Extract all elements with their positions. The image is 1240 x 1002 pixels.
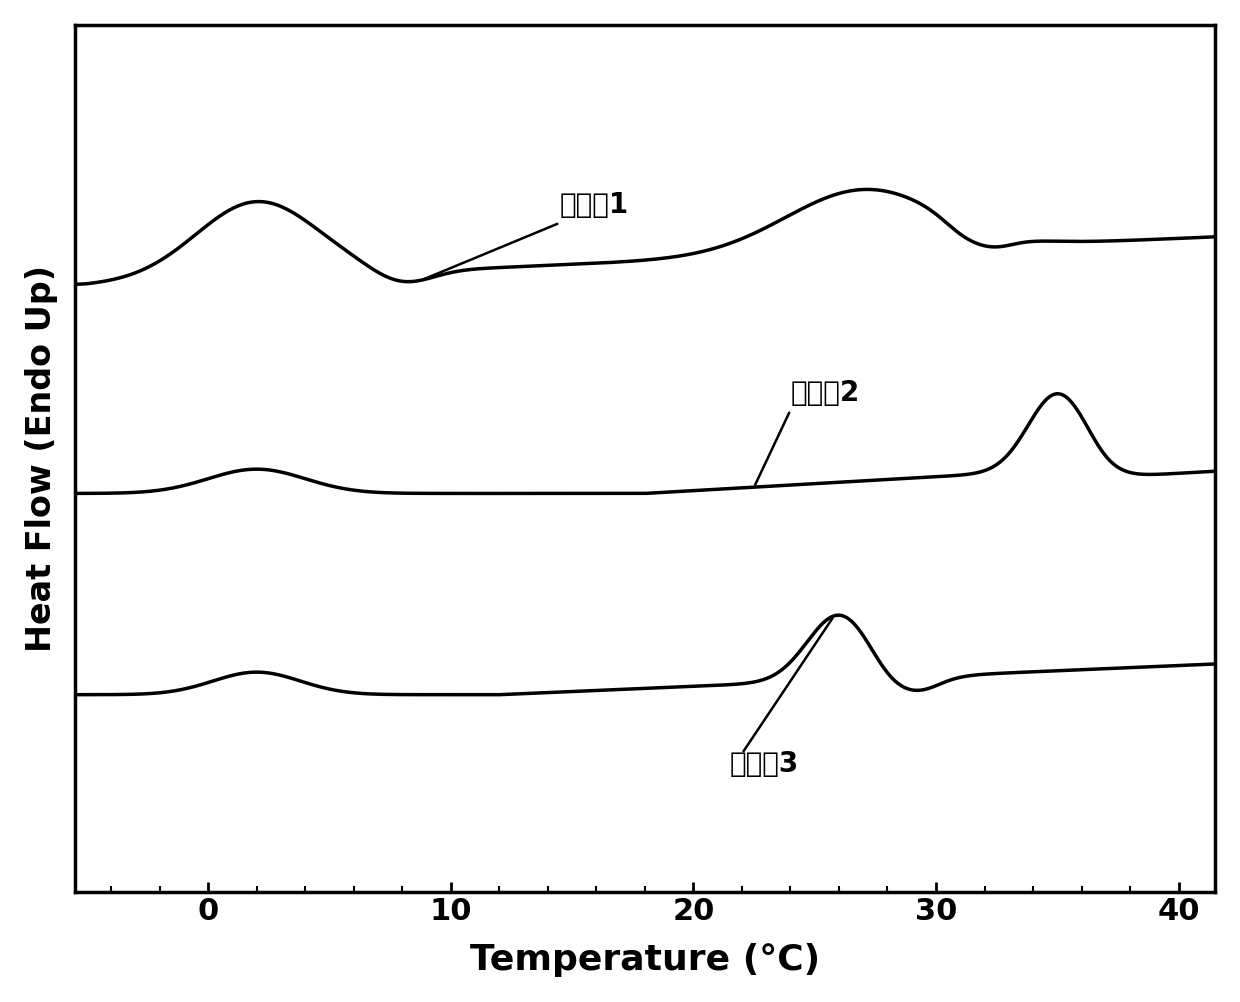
Y-axis label: Heat Flow (Endo Up): Heat Flow (Endo Up) xyxy=(25,266,58,652)
X-axis label: Temperature (°C): Temperature (°C) xyxy=(470,943,820,977)
Text: 実施例2: 実施例2 xyxy=(790,379,859,407)
Text: 実施例3: 実施例3 xyxy=(730,750,799,779)
Text: 実施例1: 実施例1 xyxy=(560,191,629,219)
